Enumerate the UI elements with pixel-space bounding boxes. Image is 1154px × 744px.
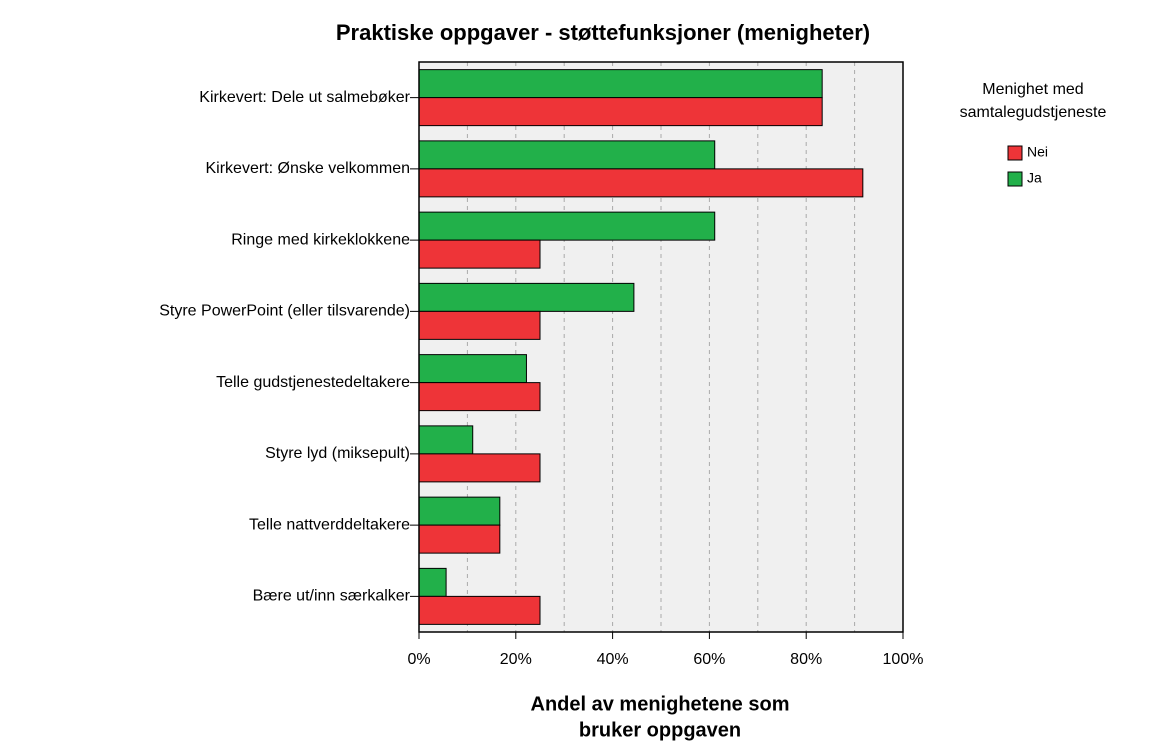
x-axis-label: bruker oppgaven: [579, 719, 741, 741]
bar: [418, 168, 864, 198]
y-tick-label: Ringe med kirkeklokkene: [231, 231, 410, 248]
y-tick-label: Styre lyd (miksepult): [265, 445, 410, 462]
bar: [418, 524, 501, 554]
y-tick-label: Kirkevert: Dele ut salmebøker: [199, 89, 410, 106]
bar: [418, 567, 447, 597]
bar: [418, 595, 541, 625]
y-tick-label: Bære ut/inn særkalker: [253, 588, 411, 605]
legend-label: Ja: [1027, 170, 1042, 186]
y-tick-label: Kirkevert: Ønske velkommen: [205, 160, 410, 177]
y-tick-label: Telle gudstjenestedeltakere: [216, 374, 410, 391]
bar: [418, 496, 501, 526]
bar: [418, 69, 823, 99]
x-tick-label: 20%: [500, 651, 532, 668]
y-tick-label: Styre PowerPoint (eller tilsvarende): [159, 303, 410, 320]
x-tick-label: 0%: [407, 651, 430, 668]
legend-title: samtalegudstjeneste: [960, 104, 1107, 121]
bar: [418, 425, 474, 455]
x-tick-label: 80%: [790, 651, 822, 668]
y-tick-label: Telle nattverddeltakere: [249, 516, 410, 533]
x-axis-label: Andel av menighetene som: [531, 693, 790, 715]
legend-swatch: [1007, 145, 1023, 161]
bar: [418, 211, 716, 241]
legend-title: Menighet med: [982, 81, 1083, 98]
bar: [418, 453, 541, 483]
chart-title: Praktiske oppgaver - støttefunksjoner (m…: [336, 20, 870, 45]
plot-border: [418, 61, 904, 633]
x-tick-label: 100%: [883, 651, 924, 668]
legend-swatch: [1007, 171, 1023, 187]
bar: [418, 97, 823, 127]
x-tick-label: 60%: [693, 651, 725, 668]
bar: [418, 382, 541, 412]
bar: [418, 239, 541, 269]
legend-label: Nei: [1027, 144, 1048, 160]
bar: [418, 140, 716, 170]
bar: [418, 354, 527, 384]
bar: [418, 310, 541, 340]
x-tick-label: 40%: [597, 651, 629, 668]
bar: [418, 282, 635, 312]
